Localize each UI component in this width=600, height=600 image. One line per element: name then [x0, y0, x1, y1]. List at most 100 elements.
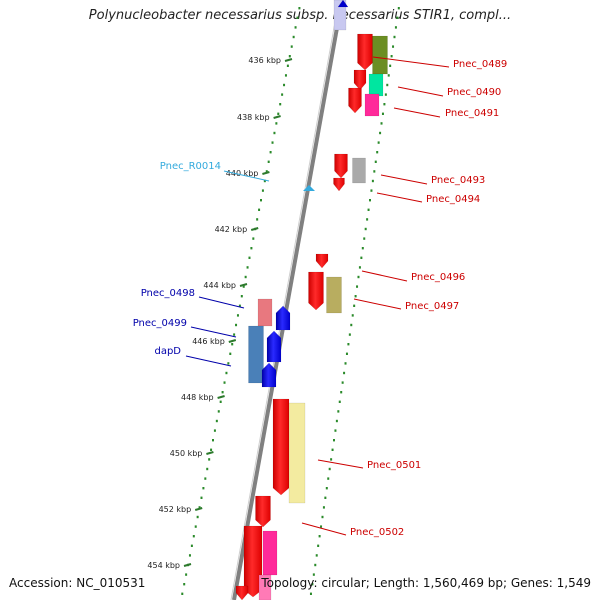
- guide-dot: [279, 103, 282, 106]
- tick-label: 450 kbp: [170, 449, 203, 458]
- guide-dot: [392, 45, 395, 48]
- guide-dot: [321, 515, 324, 519]
- tick-label: 436 kbp: [248, 56, 281, 65]
- tick-mark: [284, 58, 293, 62]
- guide-dot: [390, 55, 393, 58]
- guide-dot: [335, 419, 338, 423]
- guide-dot: [331, 448, 334, 451]
- guide-dot: [210, 448, 213, 451]
- gene-label[interactable]: Pnec_0496: [411, 272, 465, 283]
- gene-feature: [326, 276, 342, 314]
- guide-dot: [376, 151, 379, 154]
- label-leader: [223, 170, 270, 182]
- guide-dot: [367, 208, 370, 211]
- gene-label[interactable]: Pnec_0501: [367, 460, 421, 471]
- label-leader: [198, 296, 245, 309]
- gene-feature: [261, 362, 277, 388]
- gene-label[interactable]: dapD: [154, 346, 181, 357]
- gene-label[interactable]: Pnec_0499: [133, 318, 187, 329]
- guide-dot: [354, 295, 357, 298]
- backbone-line: [232, 0, 344, 600]
- guide-dot: [357, 275, 360, 279]
- guide-dot: [221, 391, 224, 394]
- guide-dot: [377, 141, 380, 144]
- guide-dot: [361, 247, 364, 250]
- guide-dot: [265, 170, 268, 173]
- tick-label: 440 kbp: [226, 169, 259, 178]
- guide-dot: [340, 391, 343, 394]
- guide-dot: [353, 304, 356, 307]
- rna-marker: [303, 185, 315, 191]
- guide-dot: [208, 458, 211, 461]
- gene-label[interactable]: Pnec_0489: [453, 59, 507, 70]
- guide-dot: [271, 141, 274, 144]
- gene-label[interactable]: Pnec_0498: [141, 288, 195, 299]
- gene-feature: [315, 253, 329, 269]
- gene-label[interactable]: Pnec_0491: [445, 108, 499, 119]
- dotted-guides: [181, 7, 400, 595]
- map-title: Polynucleobacter necessarius subsp. nece…: [88, 8, 512, 23]
- gene-feature: [357, 33, 373, 71]
- gene-label[interactable]: Pnec_R0014: [160, 161, 221, 172]
- guide-dot: [212, 439, 214, 442]
- guide-dot: [242, 285, 245, 288]
- label-leader: [301, 522, 347, 536]
- guide-dot: [298, 7, 301, 10]
- gene-label[interactable]: Pnec_0494: [426, 194, 480, 205]
- guide-dot: [244, 275, 247, 279]
- label-leader: [397, 86, 444, 97]
- guide-dot: [334, 429, 337, 432]
- gene-feature: [364, 93, 380, 117]
- guide-dot: [261, 189, 264, 192]
- guide-dot: [288, 55, 291, 58]
- label-leader: [185, 355, 232, 367]
- gene-feature: [372, 35, 388, 75]
- guide-dot: [283, 83, 286, 87]
- guide-dot: [256, 218, 259, 221]
- guide-dot: [358, 266, 361, 269]
- guide-dot: [311, 583, 314, 586]
- label-leader: [361, 270, 408, 282]
- tick-label: 448 kbp: [181, 393, 214, 402]
- guide-dot: [200, 496, 203, 499]
- gene-labels[interactable]: Pnec_0489 Pnec_0490 Pnec_0491 Pnec_0493 Pnec…: [133, 56, 508, 538]
- guide-dot: [330, 458, 333, 461]
- tick-label: 444 kbp: [203, 281, 236, 290]
- guide-dot: [386, 83, 389, 87]
- guide-dot: [258, 208, 261, 211]
- guide-dot: [389, 64, 392, 67]
- gene-features[interactable]: [235, 0, 388, 600]
- guide-dot: [371, 179, 374, 183]
- guide-dot: [202, 487, 205, 490]
- guide-dot: [345, 352, 348, 355]
- guide-dot: [250, 247, 253, 250]
- gene-label[interactable]: Pnec_0502: [350, 527, 404, 538]
- guide-dot: [394, 26, 397, 29]
- guide-dot: [341, 381, 344, 384]
- backbone: [230, 0, 344, 600]
- guide-dot: [206, 467, 209, 471]
- guide-dot: [231, 343, 234, 346]
- gene-feature: [368, 73, 384, 97]
- gene-feature: [255, 495, 271, 528]
- guide-dot: [219, 400, 222, 403]
- guide-dot: [267, 160, 270, 163]
- guide-dot: [213, 429, 216, 432]
- gene-label[interactable]: Pnec_0490: [447, 87, 501, 98]
- guide-dot: [373, 170, 376, 173]
- guide-dot: [374, 160, 377, 163]
- tick-mark: [228, 339, 237, 343]
- guide-dot: [347, 343, 350, 346]
- gene-feature: [308, 271, 324, 311]
- guide-dot: [273, 131, 276, 135]
- guide-dot: [369, 199, 371, 202]
- gene-feature: [288, 402, 306, 504]
- guide-dot: [217, 410, 220, 413]
- tick-label: 442 kbp: [215, 225, 248, 234]
- gene-label[interactable]: Pnec_0493: [431, 175, 485, 186]
- guide-dot: [322, 506, 325, 509]
- guide-dot: [333, 439, 335, 442]
- gene-label[interactable]: Pnec_0497: [405, 301, 459, 312]
- tick-mark: [262, 171, 270, 175]
